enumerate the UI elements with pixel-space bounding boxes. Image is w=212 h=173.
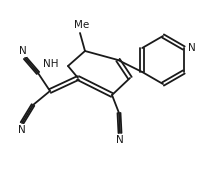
Text: N: N: [19, 46, 27, 56]
Text: N: N: [188, 43, 196, 53]
Text: N: N: [18, 125, 26, 135]
Text: N: N: [116, 135, 124, 145]
Text: NH: NH: [42, 59, 58, 69]
Text: Me: Me: [74, 20, 90, 30]
